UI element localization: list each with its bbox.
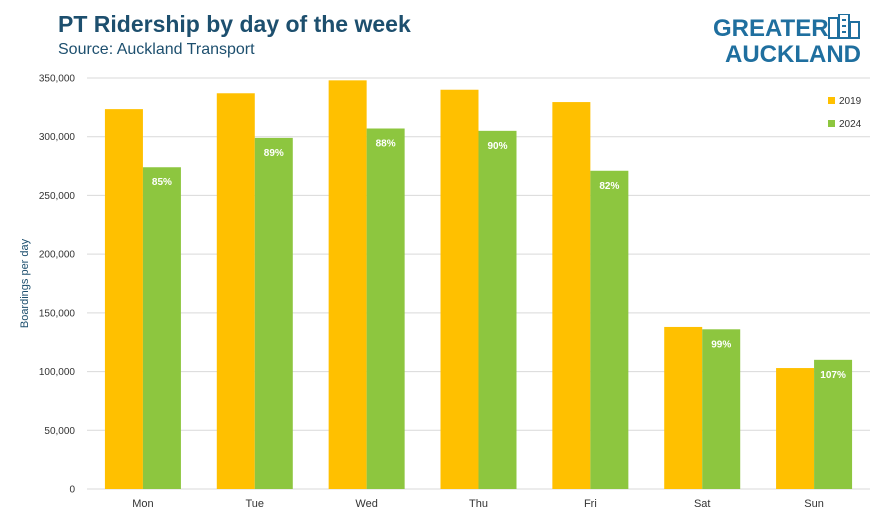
chart-subtitle: Source: Auckland Transport [58,41,255,58]
x-tick-label: Wed [355,498,377,510]
chart-title: PT Ridership by day of the week [58,11,411,37]
greater-auckland-logo: GREATER AUCKLAND [713,14,861,66]
y-tick-label: 0 [69,485,75,496]
legend-swatch-2024 [828,120,835,127]
bar-2024-wed [366,128,405,489]
y-tick-label: 50,000 [44,426,75,437]
data-label: 89% [264,148,284,159]
legend-label-2019: 2019 [839,96,862,107]
chart-header: PT Ridership by day of the week Source: … [58,10,411,60]
y-tick-label: 300,000 [39,132,76,143]
bars: 85% 89% 88% 90% 82% 99% 107% [104,80,853,490]
logo-line-2: AUCKLAND [725,41,861,66]
y-tick-label: 350,000 [39,74,76,85]
x-tick-label: Fri [584,498,597,510]
y-tick-label: 150,000 [39,308,76,319]
x-tick-label: Sun [804,498,824,510]
bar-2024-sat [702,329,741,489]
legend-label-2024: 2024 [839,119,862,130]
y-axis: 0 50,000 100,000 150,000 200,000 250,000 300,0… [39,74,76,496]
data-label: 85% [152,177,172,188]
bar-2019-sun [776,368,815,489]
bar-2019-fri [552,102,591,489]
x-axis: Mon Tue Wed Thu Fri Sat Sun [132,498,824,510]
bar-2019-mon [104,109,143,490]
x-tick-label: Tue [246,498,265,510]
logo-line-1: GREATER [713,15,829,42]
bar-2024-tue [254,137,293,490]
data-label: 90% [487,141,507,152]
y-tick-label: 200,000 [39,250,76,261]
x-tick-label: Sat [694,498,711,510]
bar-2024-mon [142,167,181,489]
data-label: 99% [711,339,731,350]
y-tick-label: 250,000 [39,191,76,202]
data-label: 88% [376,138,396,149]
bar-2024-thu [478,130,517,490]
data-label: 82% [599,181,619,192]
bar-2019-thu [440,89,479,489]
bar-2019-sat [664,326,703,489]
y-tick-label: 100,000 [39,367,76,378]
city-skyline-icon [828,14,860,39]
data-label: 107% [820,370,846,381]
bar-2019-tue [216,93,255,489]
bar-2024-fri [590,170,629,490]
y-axis-title: Boardings per day [19,238,31,328]
x-tick-label: Mon [132,498,153,510]
bar-2019-wed [328,80,367,489]
legend: 2019 2024 [828,96,862,130]
legend-swatch-2019 [828,97,835,104]
bar-2024-sun [814,359,853,489]
x-tick-label: Thu [469,498,488,510]
